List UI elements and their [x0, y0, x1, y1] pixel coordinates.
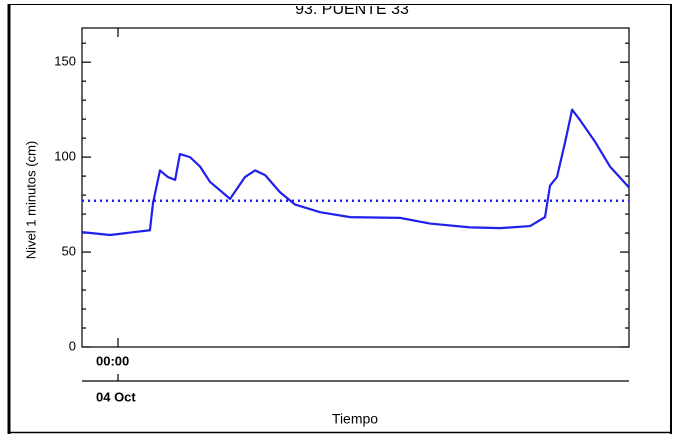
y-tick-label: 50	[62, 243, 76, 258]
x-tick-label: 00:00	[96, 353, 129, 368]
x-axis-label: Tiempo	[332, 411, 378, 427]
date-tick-label: 04 Oct	[96, 389, 136, 404]
y-tick-label: 0	[69, 338, 76, 353]
y-tick-label: 150	[54, 54, 76, 69]
data-line	[81, 108, 630, 237]
y-tick-label: 100	[54, 149, 76, 164]
chart-title: 93. PUENTE 33	[295, 1, 409, 18]
y-axis-label: Nivel 1 minutos (cm)	[23, 141, 38, 259]
clip-group: 93. PUENTE 33 Tiempo	[295, 1, 409, 427]
